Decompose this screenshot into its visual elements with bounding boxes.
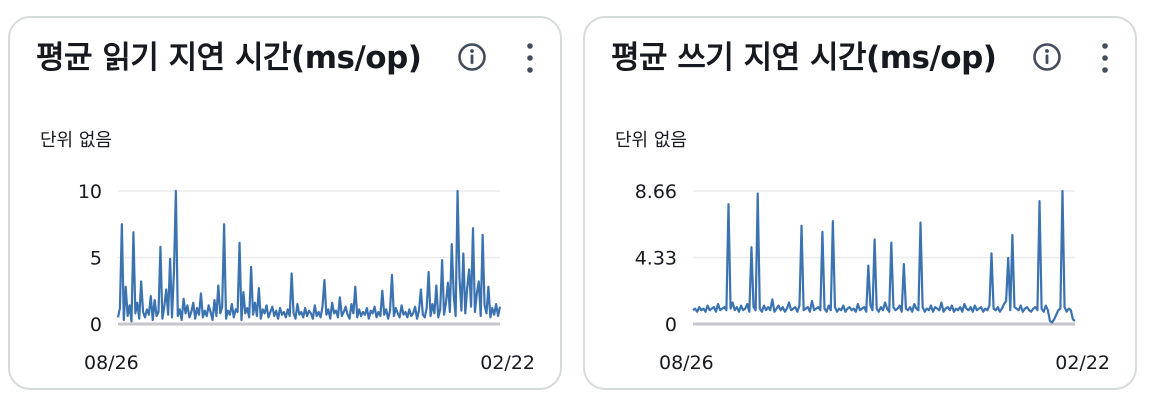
x-tick-label: 08/26 bbox=[659, 352, 714, 374]
write-latency-widget: 평균 쓰기 지연 시간(ms/op) 단위 없음 8.66 4.33 0 08/26 0… bbox=[583, 16, 1137, 390]
unit-label: 단위 없음 bbox=[615, 130, 687, 151]
vertical-ellipsis-icon[interactable] bbox=[1093, 38, 1117, 78]
info-circle-icon[interactable] bbox=[457, 42, 487, 72]
widget-title: 평균 읽기 지연 시간(ms/op) bbox=[36, 40, 422, 76]
y-tick-label: 8.66 bbox=[635, 181, 677, 203]
widget-title: 평균 쓰기 지연 시간(ms/op) bbox=[611, 40, 997, 76]
x-tick-label: 02/22 bbox=[480, 352, 535, 374]
series-line bbox=[692, 189, 1076, 324]
y-tick-label: 10 bbox=[78, 181, 102, 203]
read-latency-widget: 평균 읽기 지연 시간(ms/op) 단위 없음 10 5 0 08/26 02/22 bbox=[8, 16, 562, 390]
vertical-ellipsis-icon[interactable] bbox=[518, 38, 542, 78]
y-tick-label: 0 bbox=[90, 314, 102, 336]
read-latency-line-chart: 10 5 0 08/26 02/22 bbox=[78, 181, 535, 374]
write-latency-line-chart: 8.66 4.33 0 08/26 02/22 bbox=[635, 181, 1110, 374]
y-tick-label: 0 bbox=[665, 314, 677, 336]
y-tick-label: 5 bbox=[90, 248, 102, 270]
y-tick-label: 4.33 bbox=[635, 248, 677, 270]
x-tick-label: 02/22 bbox=[1055, 352, 1110, 374]
x-tick-label: 08/26 bbox=[84, 352, 139, 374]
series-line bbox=[116, 189, 502, 323]
info-circle-icon[interactable] bbox=[1032, 42, 1062, 72]
unit-label: 단위 없음 bbox=[40, 130, 112, 151]
